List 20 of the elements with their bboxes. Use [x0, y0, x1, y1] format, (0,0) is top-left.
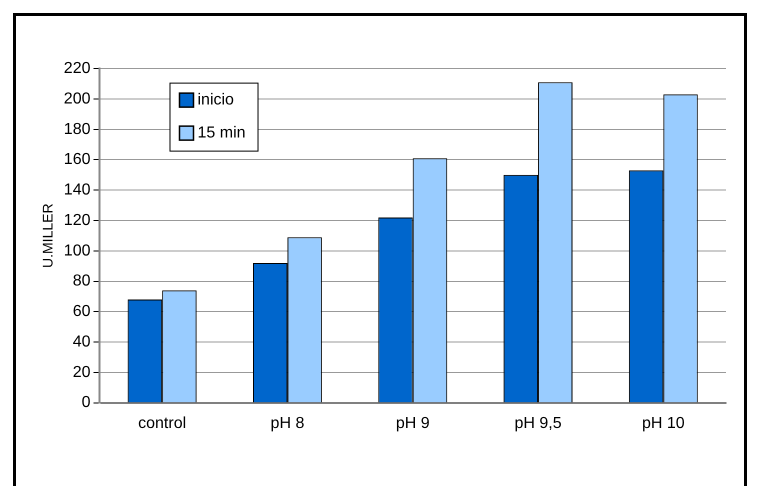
legend-label: inicio — [197, 92, 234, 109]
y-tick-label: 40 — [72, 333, 91, 350]
y-tick-label: 140 — [64, 182, 91, 199]
y-tick-label: 60 — [72, 303, 91, 320]
y-tick-label: 80 — [72, 272, 91, 290]
y-tick-label: 220 — [64, 60, 91, 78]
y-tick-label: 160 — [64, 151, 91, 168]
x-tick-label: pH 9 — [396, 414, 430, 432]
y-tick-label: 100 — [64, 242, 91, 260]
y-tick-label: 200 — [64, 90, 91, 108]
y-axis-title: U.MILLER — [39, 203, 56, 268]
y-tick-label: 20 — [72, 364, 91, 381]
x-tick-label: pH 8 — [270, 414, 304, 432]
x-tick-label: pH 9,5 — [514, 414, 562, 432]
y-tick-label: 120 — [64, 212, 91, 229]
x-tick-label: pH 10 — [642, 414, 685, 432]
y-tick-label: 0 — [82, 394, 91, 412]
x-tick-label: control — [138, 414, 186, 432]
y-tick-label: 180 — [64, 120, 91, 138]
legend-label: 15 min — [197, 124, 246, 142]
